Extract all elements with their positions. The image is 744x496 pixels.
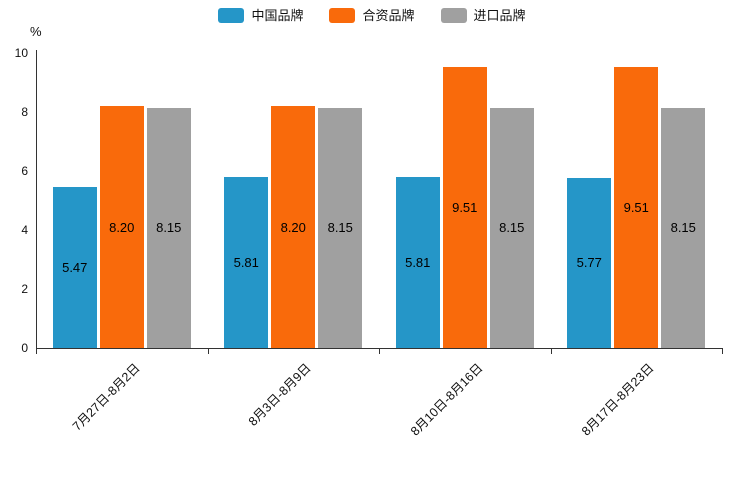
x-axis-tick (722, 348, 723, 354)
bar-进口品牌-2: 8.15 (489, 107, 534, 348)
bar-value-label: 8.15 (156, 220, 182, 236)
legend-swatch-icon (218, 8, 245, 23)
legend: 中国品牌 合资品牌 进口品牌 (0, 8, 744, 23)
bar-合资品牌-3: 9.51 (614, 67, 659, 348)
legend-item-0[interactable]: 中国品牌 (218, 8, 303, 23)
legend-label: 中国品牌 (251, 8, 304, 23)
y-axis-line (36, 50, 37, 349)
bar-value-label: 5.77 (576, 255, 602, 271)
bar-value-label: 8.15 (327, 220, 353, 236)
y-tick-label: 10 (14, 46, 28, 60)
legend-label: 进口品牌 (473, 8, 526, 23)
bar-合资品牌-2: 9.51 (442, 67, 487, 348)
y-tick-label: 2 (21, 282, 28, 296)
bar-中国品牌-0: 5.47 (52, 186, 97, 348)
category-label: 7月27日-8月2日 (69, 360, 143, 434)
bar-value-label: 8.20 (280, 219, 306, 235)
bar-value-label: 9.51 (623, 200, 649, 216)
legend-label: 合资品牌 (362, 8, 415, 23)
category-label: 8月17日-8月23日 (579, 360, 657, 439)
x-axis-tick (379, 348, 380, 354)
x-axis-tick (36, 348, 37, 354)
bar-value-label: 8.15 (670, 220, 696, 236)
bar-value-label: 9.51 (452, 200, 478, 216)
y-tick-label: 6 (21, 164, 28, 178)
legend-item-2[interactable]: 进口品牌 (440, 8, 526, 23)
legend-swatch-icon (440, 8, 467, 23)
y-tick-label: 8 (21, 105, 28, 119)
bar-value-label: 5.47 (62, 259, 88, 275)
bar-进口品牌-1: 8.15 (318, 107, 363, 348)
bar-中国品牌-2: 5.81 (395, 176, 440, 348)
x-axis-tick (550, 348, 552, 354)
bar-中国品牌-1: 5.81 (224, 176, 269, 348)
x-axis-tick (207, 348, 209, 354)
legend-swatch-icon (329, 8, 356, 23)
bar-value-label: 8.20 (109, 219, 135, 235)
bar-合资品牌-1: 8.20 (271, 106, 316, 348)
category-label: 8月10日-8月16日 (407, 360, 486, 439)
bar-中国品牌-3: 5.77 (567, 177, 612, 348)
category-label: 8月3日-8月9日 (246, 360, 314, 429)
bar-value-label: 5.81 (405, 254, 431, 270)
bar-value-label: 5.81 (233, 254, 259, 270)
legend-item-1[interactable]: 合资品牌 (329, 8, 415, 23)
bar-合资品牌-0: 8.20 (99, 106, 144, 348)
bar-进口品牌-0: 8.15 (146, 107, 191, 348)
bar-value-label: 8.15 (499, 220, 525, 236)
y-tick-label: 0 (21, 341, 28, 355)
y-axis-unit-label: % (30, 24, 42, 39)
y-tick-label: 4 (21, 223, 28, 237)
bar-进口品牌-3: 8.15 (661, 107, 706, 348)
